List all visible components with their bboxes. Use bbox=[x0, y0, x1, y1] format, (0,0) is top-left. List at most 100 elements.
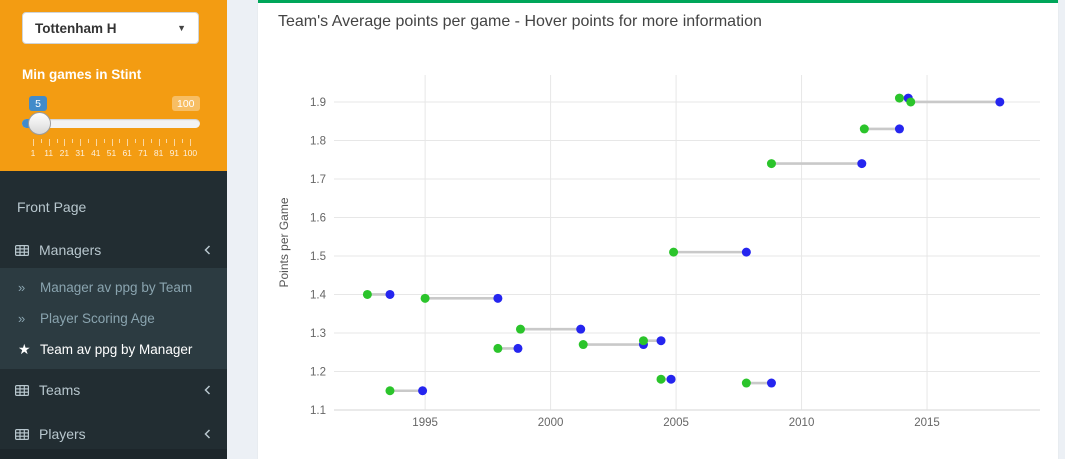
stint-end-point[interactable] bbox=[576, 324, 586, 334]
slider-tick bbox=[111, 139, 113, 146]
table-icon bbox=[15, 428, 39, 441]
stint-start-point[interactable] bbox=[362, 289, 372, 299]
chart-panel: Team's Average points per game - Hover p… bbox=[258, 0, 1058, 459]
stint-start-point[interactable] bbox=[385, 386, 395, 396]
y-tick-label: 1.7 bbox=[310, 174, 326, 186]
table-icon bbox=[15, 384, 39, 397]
slider-tick bbox=[166, 139, 168, 143]
y-tick-label: 1.8 bbox=[310, 135, 326, 147]
sidebar-menu: Front Page Managers » Man bbox=[0, 171, 227, 449]
stint-end-point[interactable] bbox=[656, 336, 666, 346]
slider-max-badge: 100 bbox=[172, 96, 200, 111]
sidebar-item-label: Teams bbox=[39, 382, 81, 398]
sidebar-item-label: Managers bbox=[39, 242, 102, 258]
slider-scale: 1 11 21 31 41 51 61 71 81 91 100 bbox=[30, 139, 197, 161]
stint-start-point[interactable] bbox=[578, 340, 588, 350]
stint-start-point[interactable] bbox=[766, 159, 776, 169]
sidebar-item-label: Front Page bbox=[17, 199, 87, 215]
team-dropdown-value: Tottenham H bbox=[35, 20, 117, 36]
sidebar-subitem-manager-av-ppg-by-team[interactable]: » Manager av ppg by Team bbox=[0, 272, 227, 303]
slider-tick-label: 51 bbox=[106, 148, 117, 158]
x-tick-label: 2005 bbox=[663, 417, 689, 429]
star-icon: ★ bbox=[18, 341, 31, 357]
slider-tick-label: 41 bbox=[91, 148, 101, 158]
sidebar-item-teams[interactable]: Teams bbox=[0, 375, 227, 405]
slider-handle[interactable] bbox=[28, 112, 51, 135]
slider-tick bbox=[33, 139, 34, 146]
chevron-left-icon bbox=[203, 428, 212, 440]
slider-tick bbox=[64, 139, 66, 146]
y-tick-label: 1.5 bbox=[310, 251, 326, 263]
slider-tick bbox=[142, 139, 144, 146]
slider-track[interactable] bbox=[22, 119, 200, 128]
stint-start-point[interactable] bbox=[638, 336, 648, 346]
stint-start-point[interactable] bbox=[859, 124, 869, 134]
slider-tick bbox=[135, 139, 137, 143]
sidebar-subitem-label: Manager av ppg by Team bbox=[40, 280, 193, 295]
slider-tick bbox=[127, 139, 129, 146]
stint-start-point[interactable] bbox=[741, 378, 751, 388]
chevron-left-icon bbox=[203, 244, 212, 256]
slider-tick bbox=[56, 139, 58, 143]
y-tick-label: 1.2 bbox=[310, 366, 326, 378]
stint-end-point[interactable] bbox=[741, 247, 751, 257]
stint-end-point[interactable] bbox=[493, 293, 503, 303]
slider-tick bbox=[150, 139, 152, 143]
stint-start-point[interactable] bbox=[669, 247, 679, 257]
slider-tick bbox=[182, 139, 184, 143]
slider-tick-label: 61 bbox=[122, 148, 132, 158]
slider-tick-label: 71 bbox=[138, 148, 148, 158]
stint-start-point[interactable] bbox=[656, 374, 666, 384]
slider-tick-label: 1 bbox=[30, 148, 36, 158]
slider-tick bbox=[190, 139, 191, 146]
y-tick-label: 1.3 bbox=[310, 328, 326, 340]
team-dropdown[interactable]: Tottenham H ▼ bbox=[22, 12, 199, 44]
stint-end-point[interactable] bbox=[995, 97, 1005, 107]
sidebar-item-front-page[interactable]: Front Page bbox=[0, 192, 227, 222]
slider-value-badge: 5 bbox=[29, 96, 47, 111]
stint-start-point[interactable] bbox=[894, 93, 904, 103]
y-tick-label: 1.1 bbox=[310, 405, 326, 417]
slider-tick bbox=[87, 139, 89, 143]
stint-end-point[interactable] bbox=[418, 386, 428, 396]
y-tick-label: 1.4 bbox=[310, 289, 327, 301]
y-tick-label: 1.6 bbox=[310, 212, 326, 224]
stint-end-point[interactable] bbox=[766, 378, 776, 388]
sidebar-item-label: Players bbox=[39, 426, 86, 442]
slider-tick-label: 11 bbox=[44, 148, 54, 158]
stint-end-point[interactable] bbox=[513, 343, 523, 353]
slider-tick bbox=[40, 139, 42, 143]
stint-end-point[interactable] bbox=[857, 159, 867, 169]
slider-tick bbox=[95, 139, 97, 146]
slider-tick bbox=[174, 139, 176, 146]
x-tick-label: 1995 bbox=[412, 417, 438, 429]
stint-start-point[interactable] bbox=[906, 97, 916, 107]
y-tick-label: 1.9 bbox=[310, 97, 326, 109]
sidebar-subitem-player-scoring-age[interactable]: » Player Scoring Age bbox=[0, 303, 227, 334]
slider-tick-label: 21 bbox=[59, 148, 70, 158]
angle-double-right-icon: » bbox=[18, 280, 26, 295]
managers-submenu: » Manager av ppg by Team » Player Scorin… bbox=[0, 268, 227, 369]
chevron-down-icon: ▼ bbox=[177, 23, 186, 33]
slider-tick bbox=[80, 139, 82, 146]
stint-start-point[interactable] bbox=[493, 343, 503, 353]
sidebar-item-players[interactable]: Players bbox=[0, 419, 227, 449]
sidebar-subitem-label: Team av ppg by Manager bbox=[40, 342, 193, 357]
slider-tick-label: 81 bbox=[153, 148, 164, 158]
slider-label: Min games in Stint bbox=[22, 67, 142, 82]
chart-title: Team's Average points per game - Hover p… bbox=[278, 13, 762, 30]
stint-end-point[interactable] bbox=[385, 289, 395, 299]
sidebar-subitem-label: Player Scoring Age bbox=[40, 311, 155, 326]
slider-tick-label: 100 bbox=[182, 148, 198, 158]
sidebar-footer bbox=[0, 449, 227, 459]
sidebar: Tottenham H ▼ Min games in Stint 5 100 1… bbox=[0, 0, 227, 459]
stint-start-point[interactable] bbox=[515, 324, 525, 334]
ppg-dumbbell-chart[interactable]: 1.1 1.2 1.3 1.4 1.5 1.6 1.7 1.8 1.9 1995 2000 2005 2… bbox=[258, 3, 1058, 459]
sidebar-item-managers[interactable]: Managers bbox=[0, 235, 227, 265]
slider-tick bbox=[72, 139, 74, 143]
stint-end-point[interactable] bbox=[894, 124, 904, 134]
stint-end-point[interactable] bbox=[666, 374, 676, 384]
sidebar-subitem-team-av-ppg-by-manager[interactable]: ★ Team av ppg by Manager bbox=[0, 334, 227, 365]
stint-start-point[interactable] bbox=[420, 293, 430, 303]
